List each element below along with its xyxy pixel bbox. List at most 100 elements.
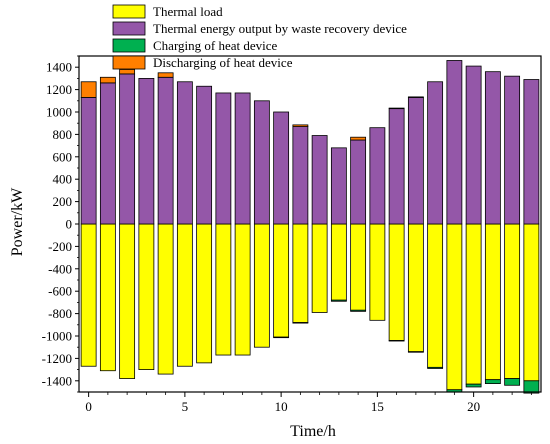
bar-thermal-load-t22 [504, 223, 521, 379]
bar-thermal-load-t9 [253, 223, 270, 348]
bar-discharging-of-heat-device-t16 [388, 107, 405, 110]
y-tick-label: -600 [48, 284, 72, 299]
bar-thermal-load-t1 [99, 223, 116, 372]
bar-thermal-energy-output-by-waste-recovery-device-t20 [465, 65, 482, 225]
legend: Thermal load Thermal energy output by was… [112, 4, 407, 70]
x-tick-label: 15 [371, 399, 384, 414]
y-tick-label: -400 [48, 261, 72, 276]
bar-thermal-energy-output-by-waste-recovery-device-t15 [369, 127, 386, 225]
y-axis-title: Power/kW [9, 187, 26, 256]
bar-thermal-energy-output-by-waste-recovery-device-t14 [350, 139, 367, 225]
bar-thermal-energy-output-by-waste-recovery-device-t3 [138, 78, 155, 225]
bar-thermal-energy-output-by-waste-recovery-device-t23 [523, 79, 540, 225]
bar-discharging-of-heat-device-t1 [99, 76, 116, 84]
bar-thermal-load-t13 [330, 223, 347, 301]
bar-thermal-energy-output-by-waste-recovery-device-t4 [157, 76, 174, 225]
bar-thermal-load-t23 [523, 223, 540, 382]
bar-thermal-load-t18 [427, 223, 444, 368]
bar-discharging-of-heat-device-t11 [292, 124, 309, 127]
bar-thermal-load-t6 [196, 223, 213, 364]
bar-charging-of-heat-device-t18 [427, 366, 444, 369]
bar-thermal-load-t5 [176, 223, 193, 367]
legend-swatch-thermal-energy-output-by-waste-recovery-device [112, 21, 146, 36]
bar-thermal-load-t16 [388, 223, 405, 341]
bar-charging-of-heat-device-t10 [273, 336, 290, 339]
legend-swatch-charging-of-heat-device [112, 38, 146, 53]
legend-label-discharging-of-heat-device: Discharging of heat device [153, 55, 293, 70]
bar-thermal-energy-output-by-waste-recovery-device-t6 [196, 85, 213, 225]
x-tick-label: 20 [467, 399, 480, 414]
bar-thermal-load-t12 [311, 223, 328, 313]
legend-label-charging-of-heat-device: Charging of heat device [153, 38, 278, 53]
bar-charging-of-heat-device-t20 [465, 383, 482, 388]
x-tick-label: 5 [182, 399, 189, 414]
bar-discharging-of-heat-device-t2 [119, 69, 136, 75]
y-tick-label: -1000 [42, 329, 72, 344]
y-tick-label: 1400 [46, 60, 72, 75]
bar-thermal-energy-output-by-waste-recovery-device-t5 [176, 81, 193, 225]
bar-thermal-energy-output-by-waste-recovery-device-t19 [446, 60, 463, 225]
bar-thermal-load-t0 [80, 223, 97, 367]
bar-thermal-energy-output-by-waste-recovery-device-t8 [234, 92, 251, 225]
y-tick-label: -1400 [42, 373, 72, 388]
bar-thermal-load-t19 [446, 223, 463, 391]
bar-charging-of-heat-device-t23 [523, 380, 540, 394]
bar-charging-of-heat-device-t21 [484, 379, 501, 384]
x-axis-title: Time/h [290, 423, 336, 440]
y-tick-label: 600 [53, 149, 73, 164]
bar-discharging-of-heat-device-t4 [157, 72, 174, 78]
y-tick-label: -200 [48, 239, 72, 254]
bar-thermal-energy-output-by-waste-recovery-device-t1 [99, 82, 116, 225]
x-tick-label: 10 [275, 399, 288, 414]
bar-thermal-load-t14 [350, 223, 367, 311]
y-tick-label: -1200 [42, 351, 72, 366]
legend-label-thermal-load: Thermal load [153, 4, 223, 19]
bar-thermal-load-t10 [273, 223, 290, 338]
bar-thermal-energy-output-by-waste-recovery-device-t0 [80, 97, 97, 225]
y-tick-label: 200 [53, 194, 73, 209]
bar-thermal-load-t3 [138, 223, 155, 371]
bar-thermal-energy-output-by-waste-recovery-device-t7 [215, 92, 232, 225]
bar-thermal-energy-output-by-waste-recovery-device-t17 [407, 97, 424, 225]
bar-thermal-energy-output-by-waste-recovery-device-t16 [388, 108, 405, 225]
legend-swatch-discharging-of-heat-device [112, 55, 146, 70]
bar-thermal-load-t8 [234, 223, 251, 356]
bar-discharging-of-heat-device-t0 [80, 81, 97, 98]
bars-layer [80, 60, 540, 394]
bar-thermal-load-t7 [215, 223, 232, 356]
bar-thermal-load-t21 [484, 223, 501, 381]
bar-thermal-energy-output-by-waste-recovery-device-t21 [484, 71, 501, 225]
bar-thermal-energy-output-by-waste-recovery-device-t12 [311, 135, 328, 225]
bar-charging-of-heat-device-t17 [407, 351, 424, 353]
bar-thermal-energy-output-by-waste-recovery-device-t10 [273, 111, 290, 225]
bar-charging-of-heat-device-t22 [504, 378, 521, 386]
bar-thermal-load-t2 [119, 223, 136, 379]
bar-thermal-energy-output-by-waste-recovery-device-t22 [504, 75, 521, 225]
bar-charging-of-heat-device-t16 [388, 340, 405, 342]
legend-label-thermal-energy-output-by-waste-recovery-device: Thermal energy output by waste recovery … [153, 21, 407, 36]
y-tick-label: 800 [53, 127, 73, 142]
axes-layer: -1400-1200-1000-800-600-400-200020040060… [42, 55, 542, 414]
bar-thermal-energy-output-by-waste-recovery-device-t2 [119, 73, 136, 225]
bar-discharging-of-heat-device-t14 [350, 136, 367, 141]
bar-charging-of-heat-device-t11 [292, 322, 309, 324]
bar-thermal-load-t17 [407, 223, 424, 353]
bar-thermal-load-t20 [465, 223, 482, 385]
bar-thermal-load-t15 [369, 223, 386, 321]
y-tick-label: 0 [66, 217, 73, 232]
bar-discharging-of-heat-device-t17 [407, 96, 424, 98]
bar-thermal-load-t4 [157, 223, 174, 375]
y-tick-label: -800 [48, 306, 72, 321]
y-tick-label: 1200 [46, 82, 72, 97]
y-tick-label: 1000 [46, 105, 72, 120]
bar-thermal-energy-output-by-waste-recovery-device-t11 [292, 126, 309, 225]
bar-thermal-load-t11 [292, 223, 309, 323]
bar-thermal-energy-output-by-waste-recovery-device-t13 [330, 147, 347, 225]
x-tick-label: 0 [85, 399, 92, 414]
bar-charging-of-heat-device-t14 [350, 309, 367, 312]
y-tick-label: 400 [53, 172, 73, 187]
legend-swatch-thermal-load [112, 4, 146, 19]
bar-thermal-energy-output-by-waste-recovery-device-t18 [427, 81, 444, 225]
bar-thermal-energy-output-by-waste-recovery-device-t9 [253, 100, 270, 225]
